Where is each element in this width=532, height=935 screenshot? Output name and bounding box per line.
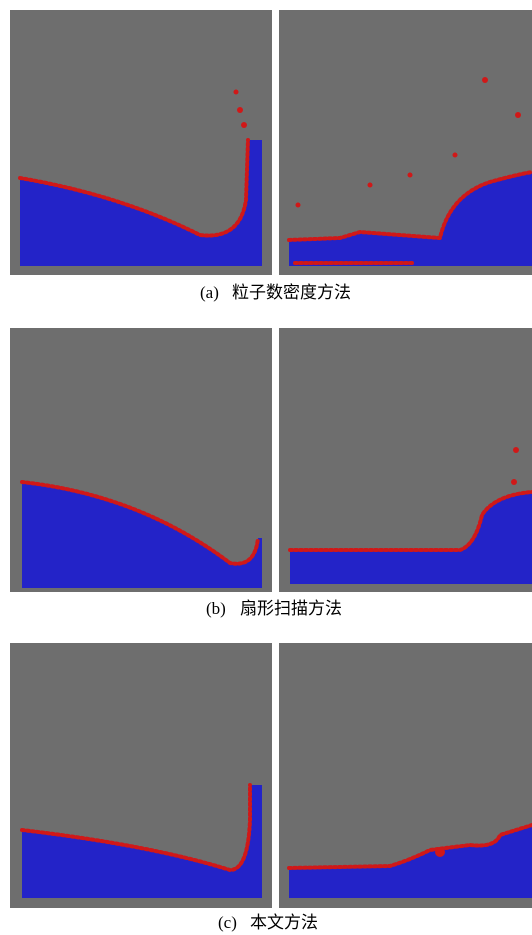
caption-label: (c)	[218, 913, 237, 932]
caption: 扇形扫描方法	[240, 599, 342, 618]
panel-c-left	[10, 643, 272, 908]
caption: 本文方法	[250, 913, 318, 932]
page: {"figure": {"subfigures": [ {"label": "(…	[0, 0, 532, 935]
panel-a-right	[279, 10, 532, 275]
caption-label: (a)	[200, 283, 219, 302]
panel-a-left	[10, 10, 272, 275]
panel-b-right	[279, 328, 532, 592]
caption-label: (b)	[206, 599, 226, 618]
panel-b-left	[10, 328, 272, 592]
caption: 粒子数密度方法	[232, 283, 351, 302]
figure: (a) 粒子数密度方法 (b) 扇形扫描方法 (c) 本文方法	[0, 0, 532, 935]
panel-c-right	[279, 643, 532, 908]
